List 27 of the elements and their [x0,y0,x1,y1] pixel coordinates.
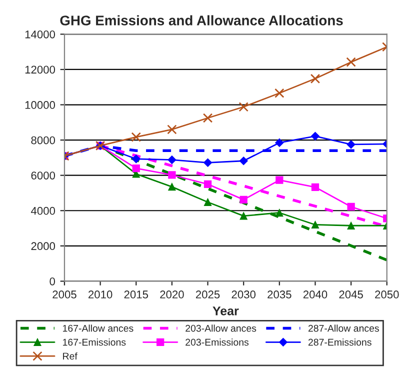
y-tick-label: 14000 [25,30,56,38]
legend-label: 203-Allow ances [186,324,256,332]
x-tick-label: 2025 [196,290,220,298]
x-axis-title: Year [212,306,239,316]
y-tick-label: 10000 [25,101,56,109]
y-tick-label: 2000 [31,242,56,250]
legend-label: 287-Allow ances [308,324,379,332]
x-tick-label: 2040 [303,290,328,298]
y-tick-label: 0 [50,277,56,286]
x-tick-label: 2010 [88,290,112,298]
x-tick-label: 2035 [268,290,292,298]
x-tick-label: 2050 [375,290,399,298]
x-tick-label: 2015 [124,290,148,298]
legend-label: 167-Allow ances [63,324,134,332]
x-tick-label: 2045 [339,290,363,298]
legend-label: Ref [63,352,78,360]
x-tick-label: 2020 [160,290,184,298]
y-tick-label: 8000 [31,136,56,144]
legend-label: 287-Emissions [308,338,372,346]
y-tick-label: 12000 [25,66,56,74]
x-tick-label: 2005 [52,290,76,298]
legend-label: 203-Emissions [186,338,249,346]
chart-title: GHG Emissions and Allowance Allocations [60,15,343,26]
y-tick-label: 4000 [30,206,56,215]
legend-label: 167-Emissions [63,338,126,346]
y-tick-label: 6000 [31,172,56,180]
x-tick-label: 2030 [232,290,256,298]
